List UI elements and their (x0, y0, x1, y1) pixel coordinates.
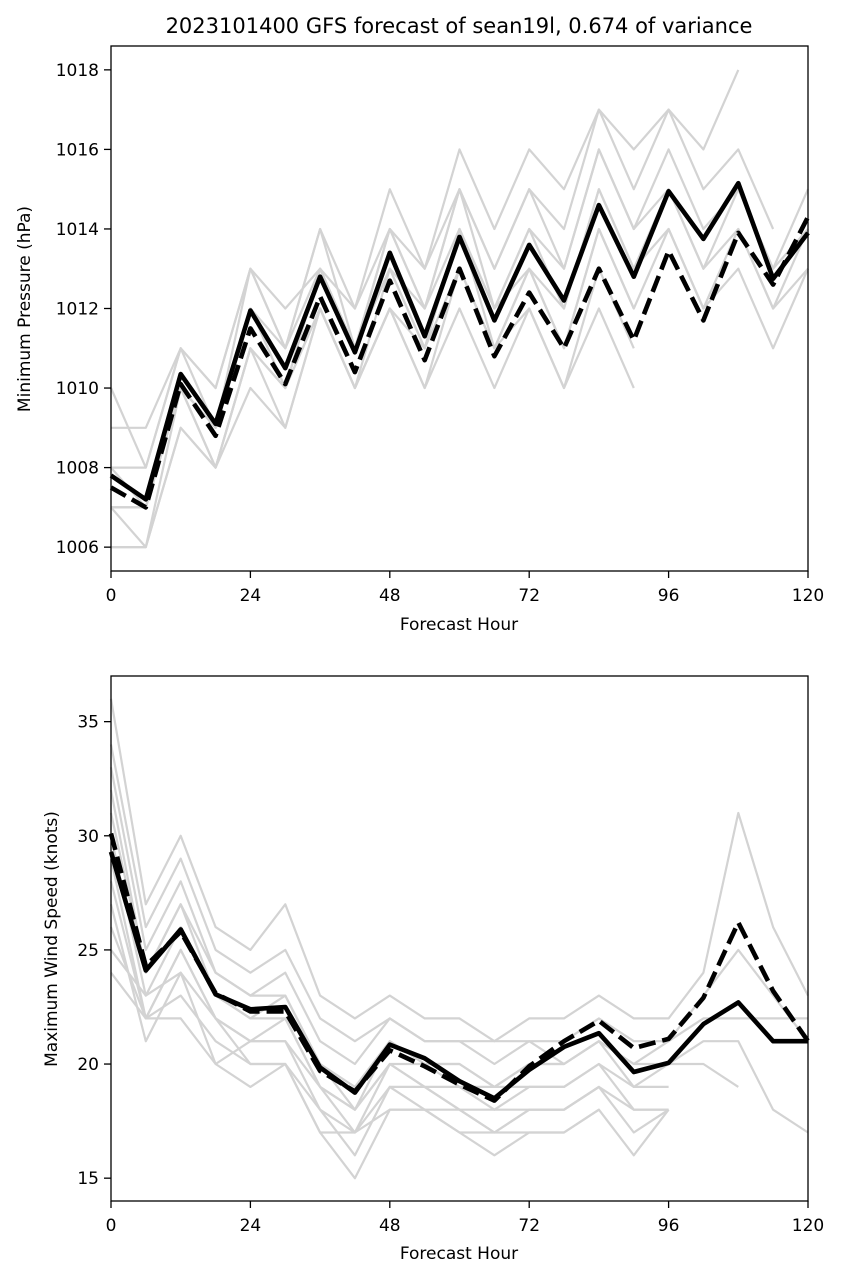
pressure-x-tick-label: 24 (240, 586, 262, 606)
wind-y-tick-label: 30 (77, 827, 99, 847)
pressure-solid-line (109, 180, 810, 502)
wind-member-line-10 (110, 949, 600, 1134)
pressure-mean-lines (109, 180, 811, 510)
pressure-x-tick-label: 48 (379, 586, 401, 606)
pressure-y-axis-label: Minimum Pressure (hPa) (15, 206, 35, 412)
wind-dashed-line (108, 832, 810, 1103)
wind-y-tick-label: 15 (77, 1169, 99, 1189)
pressure-x-tick-label: 0 (106, 586, 117, 606)
wind-x-axis-label: Forecast Hour (400, 1244, 518, 1264)
pressure-y-tick-label: 1006 (56, 538, 99, 558)
wind-plot-frame (110, 675, 809, 1202)
pressure-x-tick-label: 120 (792, 586, 824, 606)
wind-y-tick-label: 35 (77, 713, 99, 733)
wind-member-line-11 (110, 972, 600, 1134)
pressure-x-tick-label: 96 (658, 586, 680, 606)
wind-mean-lines (108, 832, 810, 1103)
wind-y-axis-label: Maximum Wind Speed (knots) (42, 811, 62, 1067)
pressure-y-tick-label: 1016 (56, 140, 99, 160)
wind-x-tick-label: 48 (379, 1216, 401, 1236)
wind-x-tick-label: 120 (792, 1216, 824, 1236)
wind-y-tick-label: 20 (77, 1055, 99, 1075)
wind-panel: 0 24 48 72 96 120 15 20 25 30 35 Forecast Hour Max… (42, 675, 824, 1264)
pressure-member-line-9 (111, 267, 635, 509)
wind-x-tick-label: 72 (518, 1216, 540, 1236)
pressure-axes: 0 24 48 72 96 120 1006 1008 1010 1012 1014 1016 1018 (56, 45, 824, 606)
pressure-y-tick-label: 1012 (56, 300, 99, 320)
wind-x-tick-label: 0 (106, 1216, 117, 1236)
pressure-panel: 2023101400 GFS forecast of sean19l, 0.67… (15, 14, 824, 635)
wind-axes: 0 24 48 72 96 120 15 20 25 30 35 (77, 675, 824, 1236)
pressure-member-line-1 (111, 108, 775, 429)
chart-title: 2023101400 GFS forecast of sean19l, 0.67… (166, 14, 753, 38)
wind-y-tick-label: 25 (77, 941, 99, 961)
pressure-y-tick-label: 1008 (56, 459, 99, 479)
pressure-dashed-line (109, 215, 811, 510)
pressure-x-axis-label: Forecast Hour (400, 615, 518, 635)
pressure-x-tick-label: 72 (518, 586, 540, 606)
pressure-y-tick-label: 1018 (56, 61, 99, 81)
wind-x-tick-label: 96 (658, 1216, 680, 1236)
pressure-y-tick-label: 1010 (56, 379, 99, 399)
wind-x-tick-label: 24 (240, 1216, 262, 1236)
pressure-y-tick-label: 1014 (56, 220, 99, 240)
wind-member-line-0 (109, 698, 809, 1043)
